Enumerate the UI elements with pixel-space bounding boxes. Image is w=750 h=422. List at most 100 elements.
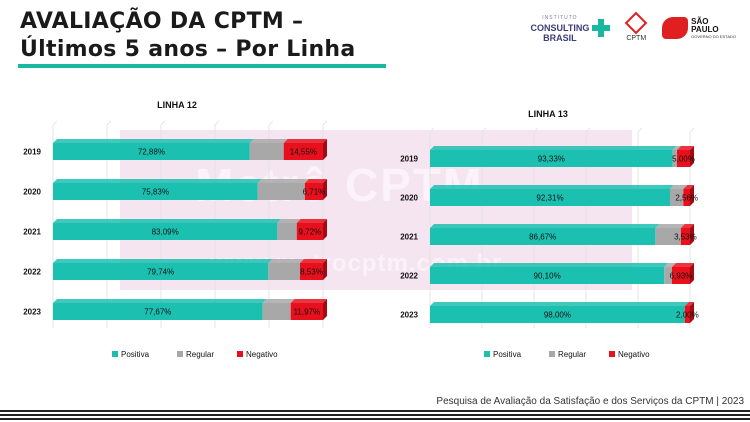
sp-sub-text: GOVERNO DO ESTADO — [691, 33, 736, 39]
page-title: AVALIAÇÃO DA CPTM – Últimos 5 anos – Por… — [20, 8, 356, 64]
bar-1-2020-regular — [670, 189, 684, 206]
bar-top-0-2021-positiva — [53, 219, 282, 223]
sao-paulo-logo: SÃO PAULO GOVERNO DO ESTADO — [662, 17, 736, 39]
bar-top-1-2021-regular — [655, 224, 685, 228]
bar-0-2020-regular — [257, 183, 305, 200]
legend-label-1-negativo: Negativo — [618, 350, 650, 359]
grid-line-top-1-1 — [481, 127, 487, 133]
data-label-0-2023-positiva: 77,67% — [144, 308, 171, 317]
bar-top-0-2021-negativo — [296, 219, 327, 223]
cptm-logo-text: CPTM — [626, 34, 647, 42]
footer-caption: Pesquisa de Avaliação da Satisfação e do… — [436, 396, 744, 407]
grid-line-top-0-3 — [214, 120, 220, 126]
bar-0-2023-positiva — [53, 303, 263, 320]
ic-main-text: CONSULTING — [530, 23, 590, 33]
sp-line-1: SÃO — [691, 16, 709, 26]
bar-top-0-2019-positiva — [53, 139, 254, 143]
data-label-0-2020-negativo: 6,71% — [303, 188, 326, 197]
bar-top-1-2021-negativo — [680, 224, 694, 228]
bar-side-1-2019-negativo — [690, 146, 694, 167]
bar-top-0-2020-positiva — [53, 179, 262, 183]
grid-line-top-1-2 — [533, 127, 539, 133]
legend-label-1-regular: Regular — [558, 350, 586, 359]
bar-1-2021-regular — [655, 228, 681, 245]
bar-0-2023-regular — [262, 303, 291, 320]
title-line-1: AVALIAÇÃO DA CPTM – — [20, 9, 304, 34]
bar-0-2019-positiva — [53, 143, 250, 160]
bar-0-2023-negativo — [290, 303, 323, 320]
category-label-0-2019: 2019 — [23, 148, 41, 157]
bar-top-1-2022-regular — [664, 263, 676, 267]
grid-line-top-0-2 — [160, 120, 166, 126]
legend-swatch-1-positiva — [484, 351, 490, 357]
data-label-0-2021-positiva: 83,09% — [152, 228, 179, 237]
bar-1-2021-negativo — [680, 228, 690, 245]
grid-line-top-0-0 — [52, 120, 58, 126]
data-label-1-2019-negativo: 5,00% — [672, 155, 695, 164]
legend-swatch-0-negativo — [237, 351, 243, 357]
legend-label-1-positiva: Positiva — [493, 350, 522, 359]
legend-swatch-0-positiva — [112, 351, 118, 357]
bar-top-1-2022-positiva — [430, 263, 669, 267]
bar-side-0-2019-negativo — [323, 139, 327, 160]
category-label-1-2023: 2023 — [400, 311, 418, 320]
footer-stripes — [0, 410, 750, 422]
bar-0-2022-regular — [268, 263, 300, 280]
data-label-1-2022-positiva: 90,10% — [534, 272, 561, 281]
bar-side-0-2020-negativo — [323, 179, 327, 200]
bar-side-0-2022-negativo — [323, 259, 327, 280]
bar-0-2021-negativo — [296, 223, 323, 240]
bar-top-1-2019-negativo — [677, 146, 694, 150]
bar-side-1-2020-negativo — [690, 185, 694, 206]
ic-sub-text: BRASIL — [543, 33, 577, 43]
bar-top-1-2020-regular — [670, 185, 688, 189]
category-label-0-2022: 2022 — [23, 268, 41, 277]
sp-line-2: PAULO — [691, 24, 719, 34]
grid-line-top-0-5 — [322, 120, 328, 126]
bar-top-0-2023-positiva — [53, 299, 267, 303]
data-label-1-2023-positiva: 98,00% — [544, 311, 571, 320]
bar-1-2019-positiva — [430, 150, 673, 167]
bar-0-2021-regular — [277, 223, 297, 240]
bar-1-2023-positiva — [430, 306, 685, 323]
bar-1-2021-positiva — [430, 228, 656, 245]
institute-consulting-logo: INSTITUTO CONSULTING BRASIL — [530, 13, 611, 43]
category-label-0-2020: 2020 — [23, 188, 41, 197]
bar-top-0-2020-regular — [257, 179, 309, 183]
bar-top-0-2022-positiva — [53, 259, 273, 263]
bar-0-2022-negativo — [299, 263, 323, 280]
bar-1-2022-positiva — [430, 267, 665, 284]
legend-swatch-1-regular — [549, 351, 555, 357]
category-label-0-2023: 2023 — [23, 308, 41, 317]
category-label-1-2020: 2020 — [400, 194, 418, 203]
bar-top-1-2020-negativo — [683, 185, 694, 189]
bar-top-0-2023-negativo — [290, 299, 327, 303]
legend-swatch-0-regular — [177, 351, 183, 357]
bar-top-0-2021-regular — [277, 219, 301, 223]
data-label-0-2019-negativo: 14,55% — [290, 148, 317, 157]
title-line-2: Últimos 5 anos – Por Linha — [20, 37, 356, 62]
data-label-0-2020-positiva: 75,83% — [142, 188, 169, 197]
data-label-1-2020-positiva: 92,31% — [536, 194, 563, 203]
data-label-0-2022-positiva: 79,74% — [147, 268, 174, 277]
ic-small-text: INSTITUTO — [542, 15, 578, 21]
bar-top-1-2019-positiva — [430, 146, 677, 150]
chart-title-0: LINHA 12 — [157, 100, 197, 110]
grid-line-top-0-4 — [268, 120, 274, 126]
chart-title-1: LINHA 13 — [528, 109, 568, 119]
data-label-0-2019-positiva: 72,88% — [138, 148, 165, 157]
bar-side-1-2021-negativo — [690, 224, 694, 245]
bar-1-2019-negativo — [677, 150, 690, 167]
data-label-1-2021-negativo: 3,53% — [674, 233, 697, 242]
bar-0-2020-positiva — [53, 183, 258, 200]
grid-line-top-1-0 — [429, 127, 435, 133]
bar-side-0-2023-negativo — [323, 299, 327, 320]
bar-1-2020-positiva — [430, 189, 671, 206]
bar-top-1-2023-negativo — [684, 302, 694, 306]
bar-top-1-2019-regular — [672, 146, 681, 150]
bar-1-2020-negativo — [683, 189, 690, 206]
bar-side-1-2022-negativo — [690, 263, 694, 284]
bar-0-2019-regular — [249, 143, 284, 160]
bar-0-2021-positiva — [53, 223, 278, 240]
